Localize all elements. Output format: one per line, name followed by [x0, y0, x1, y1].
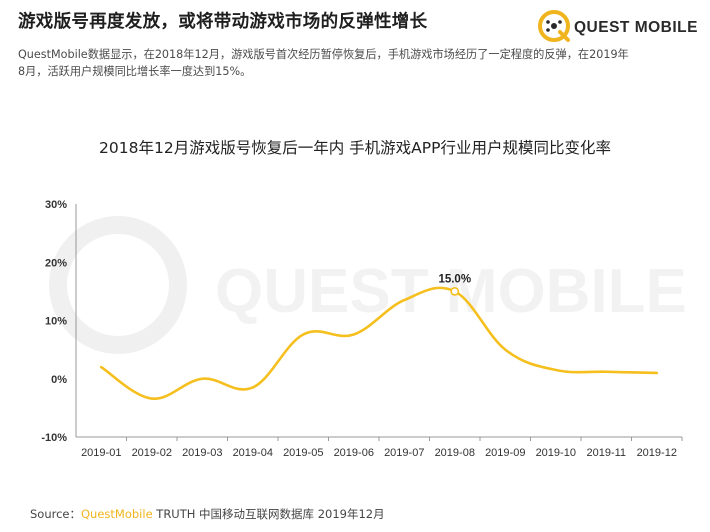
description: QuestMobile数据显示，在2018年12月，游戏版号首次经历暂停恢复后，… — [18, 46, 690, 80]
x-tick-label: 2019-02 — [132, 447, 172, 459]
source-suffix: TRUTH 中国移动互联网数据库 2019年12月 — [152, 507, 385, 521]
data-point — [555, 369, 557, 371]
page-title: 游戏版号再度发放，或将带动游戏市场的反弹性增长 — [18, 12, 428, 32]
brand-logo: QUEST MOBILE — [536, 8, 702, 44]
y-tick-label: 10% — [45, 316, 67, 328]
data-point — [656, 372, 658, 374]
x-tick-label: 2019-05 — [283, 447, 323, 459]
x-tick-label: 2019-12 — [637, 447, 677, 459]
source-note: Source：QuestMobile TRUTH 中国移动互联网数据库 2019… — [30, 506, 385, 522]
source-brand: QuestMobile — [81, 507, 153, 521]
y-tick-label: -10% — [41, 432, 67, 444]
x-tick-label: 2019-09 — [485, 447, 525, 459]
data-point — [353, 333, 355, 335]
x-tick-label: 2019-01 — [81, 447, 121, 459]
logo-text: QUEST MOBILE — [574, 19, 698, 36]
x-tick-label: 2019-07 — [384, 447, 424, 459]
series-line — [99, 286, 659, 400]
y-tick-label: 20% — [45, 257, 67, 269]
data-point — [605, 371, 607, 373]
y-tick-label: 30% — [45, 199, 67, 211]
data-point — [201, 378, 203, 380]
x-tick-label: 2019-11 — [586, 447, 626, 459]
chart-title: 2018年12月游戏版号恢复后一年内 手机游戏APP行业用户规模同比变化率 — [99, 139, 611, 157]
y-tick-label: 0% — [51, 374, 67, 386]
peak-marker — [450, 286, 460, 296]
line-chart: 30% 20% 10% 0% -10% 2019-01 2019-02 2019-03 2019… — [41, 199, 683, 459]
x-tick-label: 2019-10 — [536, 447, 576, 459]
data-point — [403, 299, 405, 301]
x-tick-label: 2019-06 — [334, 447, 374, 459]
x-tick-label: 2019-03 — [182, 447, 222, 459]
quest-mobile-q-icon — [538, 10, 570, 42]
description-line-1: QuestMobile数据显示，在2018年12月，游戏版号首次经历暂停恢复后，… — [18, 48, 629, 61]
description-line-2: 8月，活跃用户规模同比增长率一度达到15%。 — [18, 65, 252, 78]
data-point — [151, 397, 153, 399]
data-point — [302, 333, 304, 335]
x-tick-label: 2019-04 — [233, 447, 273, 459]
data-point — [100, 366, 102, 368]
x-tick-label: 2019-08 — [435, 447, 475, 459]
source-prefix: Source： — [30, 507, 81, 521]
data-label: 15.0% — [438, 273, 471, 285]
data-point — [252, 386, 254, 388]
data-point — [504, 348, 506, 350]
